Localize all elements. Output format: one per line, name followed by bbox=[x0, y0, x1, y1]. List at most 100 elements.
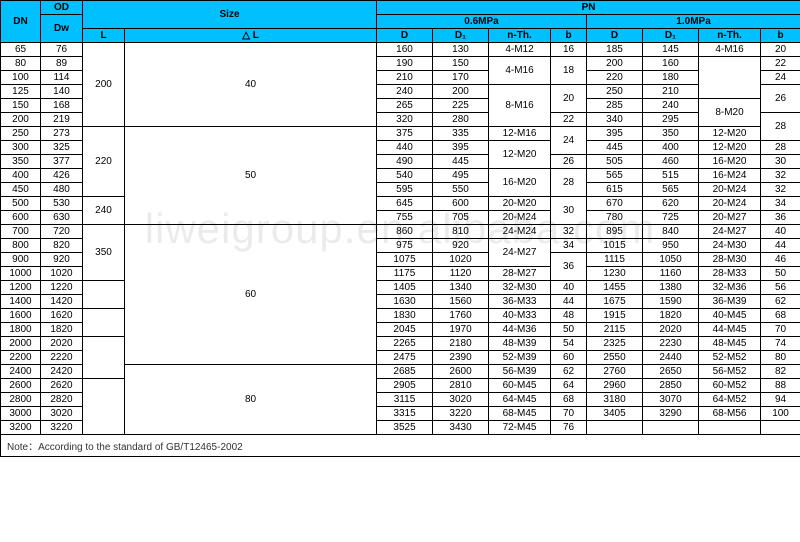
cell-d1: 320 bbox=[377, 113, 433, 127]
cell-d21: 515 bbox=[643, 169, 699, 183]
cell-d11: 130 bbox=[433, 43, 489, 57]
hdr-b-2: b bbox=[761, 29, 800, 43]
cell-d2: 2325 bbox=[587, 337, 643, 351]
cell-d1: 440 bbox=[377, 141, 433, 155]
cell-dw: 2020 bbox=[41, 337, 83, 351]
cell-d11: 705 bbox=[433, 211, 489, 225]
cell-d11: 920 bbox=[433, 239, 489, 253]
cell-nth2: 24-M30 bbox=[699, 239, 761, 253]
hdr-dn: DN bbox=[1, 1, 41, 43]
cell-d21: 160 bbox=[643, 57, 699, 71]
table-row: 160016201830176040-M33481915182040-M4568 bbox=[1, 309, 800, 323]
cell-dw: 114 bbox=[41, 71, 83, 85]
cell-b1: 40 bbox=[551, 281, 587, 295]
cell-b2: 46 bbox=[761, 253, 800, 267]
hdr-pn: PN bbox=[377, 1, 800, 15]
cell-d2: 200 bbox=[587, 57, 643, 71]
cell-dw: 1220 bbox=[41, 281, 83, 295]
cell-d1: 755 bbox=[377, 211, 433, 225]
cell-dw: 76 bbox=[41, 43, 83, 57]
cell-dn: 400 bbox=[1, 169, 41, 183]
cell-nth2: 12-M20 bbox=[699, 127, 761, 141]
cell-b2: 68 bbox=[761, 309, 800, 323]
cell-nth2: 52-M52 bbox=[699, 351, 761, 365]
cell-nth1: 8-M16 bbox=[489, 85, 551, 127]
cell-dw: 2420 bbox=[41, 365, 83, 379]
cell-d2: 1455 bbox=[587, 281, 643, 295]
cell-dn: 3000 bbox=[1, 407, 41, 421]
cell-b1: 62 bbox=[551, 365, 587, 379]
cell-b2: 82 bbox=[761, 365, 800, 379]
cell-d1: 1175 bbox=[377, 267, 433, 281]
cell-d2: 565 bbox=[587, 169, 643, 183]
cell-nth1: 32-M30 bbox=[489, 281, 551, 295]
cell-nth1: 52-M39 bbox=[489, 351, 551, 365]
cell-nth1: 24-M24 bbox=[489, 225, 551, 239]
cell-dw: 426 bbox=[41, 169, 83, 183]
cell-dw: 89 bbox=[41, 57, 83, 71]
cell-b2: 32 bbox=[761, 169, 800, 183]
cell-d21: 350 bbox=[643, 127, 699, 141]
cell-d11: 335 bbox=[433, 127, 489, 141]
cell-d1: 860 bbox=[377, 225, 433, 239]
cell-dn: 450 bbox=[1, 183, 41, 197]
cell-b1: 28 bbox=[551, 169, 587, 197]
cell-nth1: 4-M16 bbox=[489, 57, 551, 85]
cell-b2: 20 bbox=[761, 43, 800, 57]
cell-dL: 50 bbox=[125, 127, 377, 225]
cell-L bbox=[83, 379, 125, 435]
cell-b1: 54 bbox=[551, 337, 587, 351]
cell-d2: 1015 bbox=[587, 239, 643, 253]
cell-dw: 720 bbox=[41, 225, 83, 239]
hdr-L: L bbox=[83, 29, 125, 43]
cell-d21: 1380 bbox=[643, 281, 699, 295]
cell-d1: 2265 bbox=[377, 337, 433, 351]
cell-b1: 32 bbox=[551, 225, 587, 239]
cell-dn: 800 bbox=[1, 239, 41, 253]
cell-nth1: 24-M27 bbox=[489, 239, 551, 267]
hdr-b-1: b bbox=[551, 29, 587, 43]
cell-dw: 820 bbox=[41, 239, 83, 253]
cell-b1: 60 bbox=[551, 351, 587, 365]
cell-nth2: 56-M52 bbox=[699, 365, 761, 379]
cell-d21: 950 bbox=[643, 239, 699, 253]
cell-b2: 80 bbox=[761, 351, 800, 365]
table-row: 7007203506086081024-M243289584024-M2740 bbox=[1, 225, 800, 239]
cell-d1: 975 bbox=[377, 239, 433, 253]
cell-d21: 2020 bbox=[643, 323, 699, 337]
cell-nth2: 32-M36 bbox=[699, 281, 761, 295]
cell-dw: 1020 bbox=[41, 267, 83, 281]
cell-dn: 900 bbox=[1, 253, 41, 267]
hdr-od: OD bbox=[41, 1, 83, 15]
cell-d21: 240 bbox=[643, 99, 699, 113]
cell-b2: 22 bbox=[761, 57, 800, 71]
table-row: 2502732205037533512-M162439535012-M20 bbox=[1, 127, 800, 141]
cell-d21: 145 bbox=[643, 43, 699, 57]
cell-dn: 200 bbox=[1, 113, 41, 127]
cell-d21: 2440 bbox=[643, 351, 699, 365]
cell-dn: 2600 bbox=[1, 379, 41, 393]
cell-d11: 200 bbox=[433, 85, 489, 99]
cell-d11: 150 bbox=[433, 57, 489, 71]
cell-dw: 1620 bbox=[41, 309, 83, 323]
table-row: 50053024064560020-M203067062020-M2434 bbox=[1, 197, 800, 211]
cell-nth1: 12-M16 bbox=[489, 127, 551, 141]
cell-nth2: 12-M20 bbox=[699, 141, 761, 155]
cell-dw: 920 bbox=[41, 253, 83, 267]
cell-d1: 1830 bbox=[377, 309, 433, 323]
cell-d21: 2230 bbox=[643, 337, 699, 351]
cell-d2 bbox=[587, 421, 643, 435]
cell-nth2: 24-M27 bbox=[699, 225, 761, 239]
cell-nth2: 20-M27 bbox=[699, 211, 761, 225]
hdr-D1-2: D₁ bbox=[643, 29, 699, 43]
cell-dn: 350 bbox=[1, 155, 41, 169]
cell-d1: 3525 bbox=[377, 421, 433, 435]
cell-d11: 1760 bbox=[433, 309, 489, 323]
cell-b2: 36 bbox=[761, 211, 800, 225]
cell-d1: 2685 bbox=[377, 365, 433, 379]
cell-d21: 295 bbox=[643, 113, 699, 127]
cell-dw: 2820 bbox=[41, 393, 83, 407]
cell-d11: 1020 bbox=[433, 253, 489, 267]
cell-dn: 100 bbox=[1, 71, 41, 85]
hdr-size: Size bbox=[83, 1, 377, 29]
